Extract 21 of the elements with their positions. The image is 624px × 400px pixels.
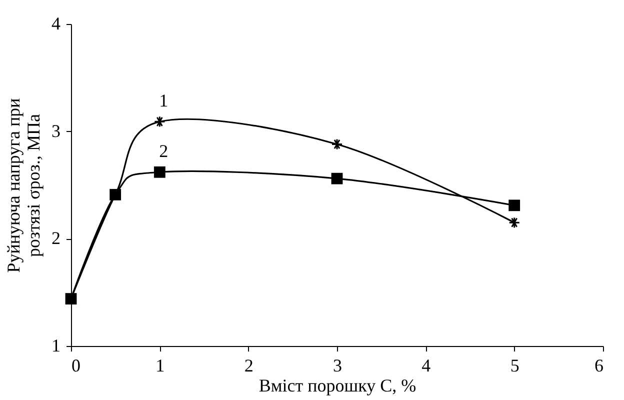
- point: [154, 166, 166, 178]
- y-tick-label: 4: [52, 14, 60, 34]
- x-tick-label: 4: [422, 356, 431, 376]
- series-label: 2: [159, 141, 168, 162]
- x-tick-label: 1: [156, 356, 165, 376]
- point: [508, 216, 520, 228]
- x-axis-title: Вміст порошку C, %: [258, 376, 416, 396]
- x-tick-label: 5: [510, 356, 520, 376]
- y-tick-label: 3: [52, 120, 60, 141]
- y-tick-label: 2: [52, 228, 60, 248]
- x-tick-label: 6: [594, 356, 604, 376]
- y-axis-title: Руйнуюча напруга при розтязі σроз., МПа: [4, 98, 44, 273]
- series-label: 1: [159, 90, 168, 111]
- x-tick-label: 2: [244, 356, 254, 376]
- x-tick-label: 3: [333, 356, 342, 376]
- y-tick-label: 1: [52, 336, 60, 356]
- point: [154, 116, 166, 128]
- point: [331, 138, 343, 150]
- x-tick-label: 0: [72, 356, 80, 376]
- point: [331, 172, 343, 184]
- point: [508, 200, 520, 212]
